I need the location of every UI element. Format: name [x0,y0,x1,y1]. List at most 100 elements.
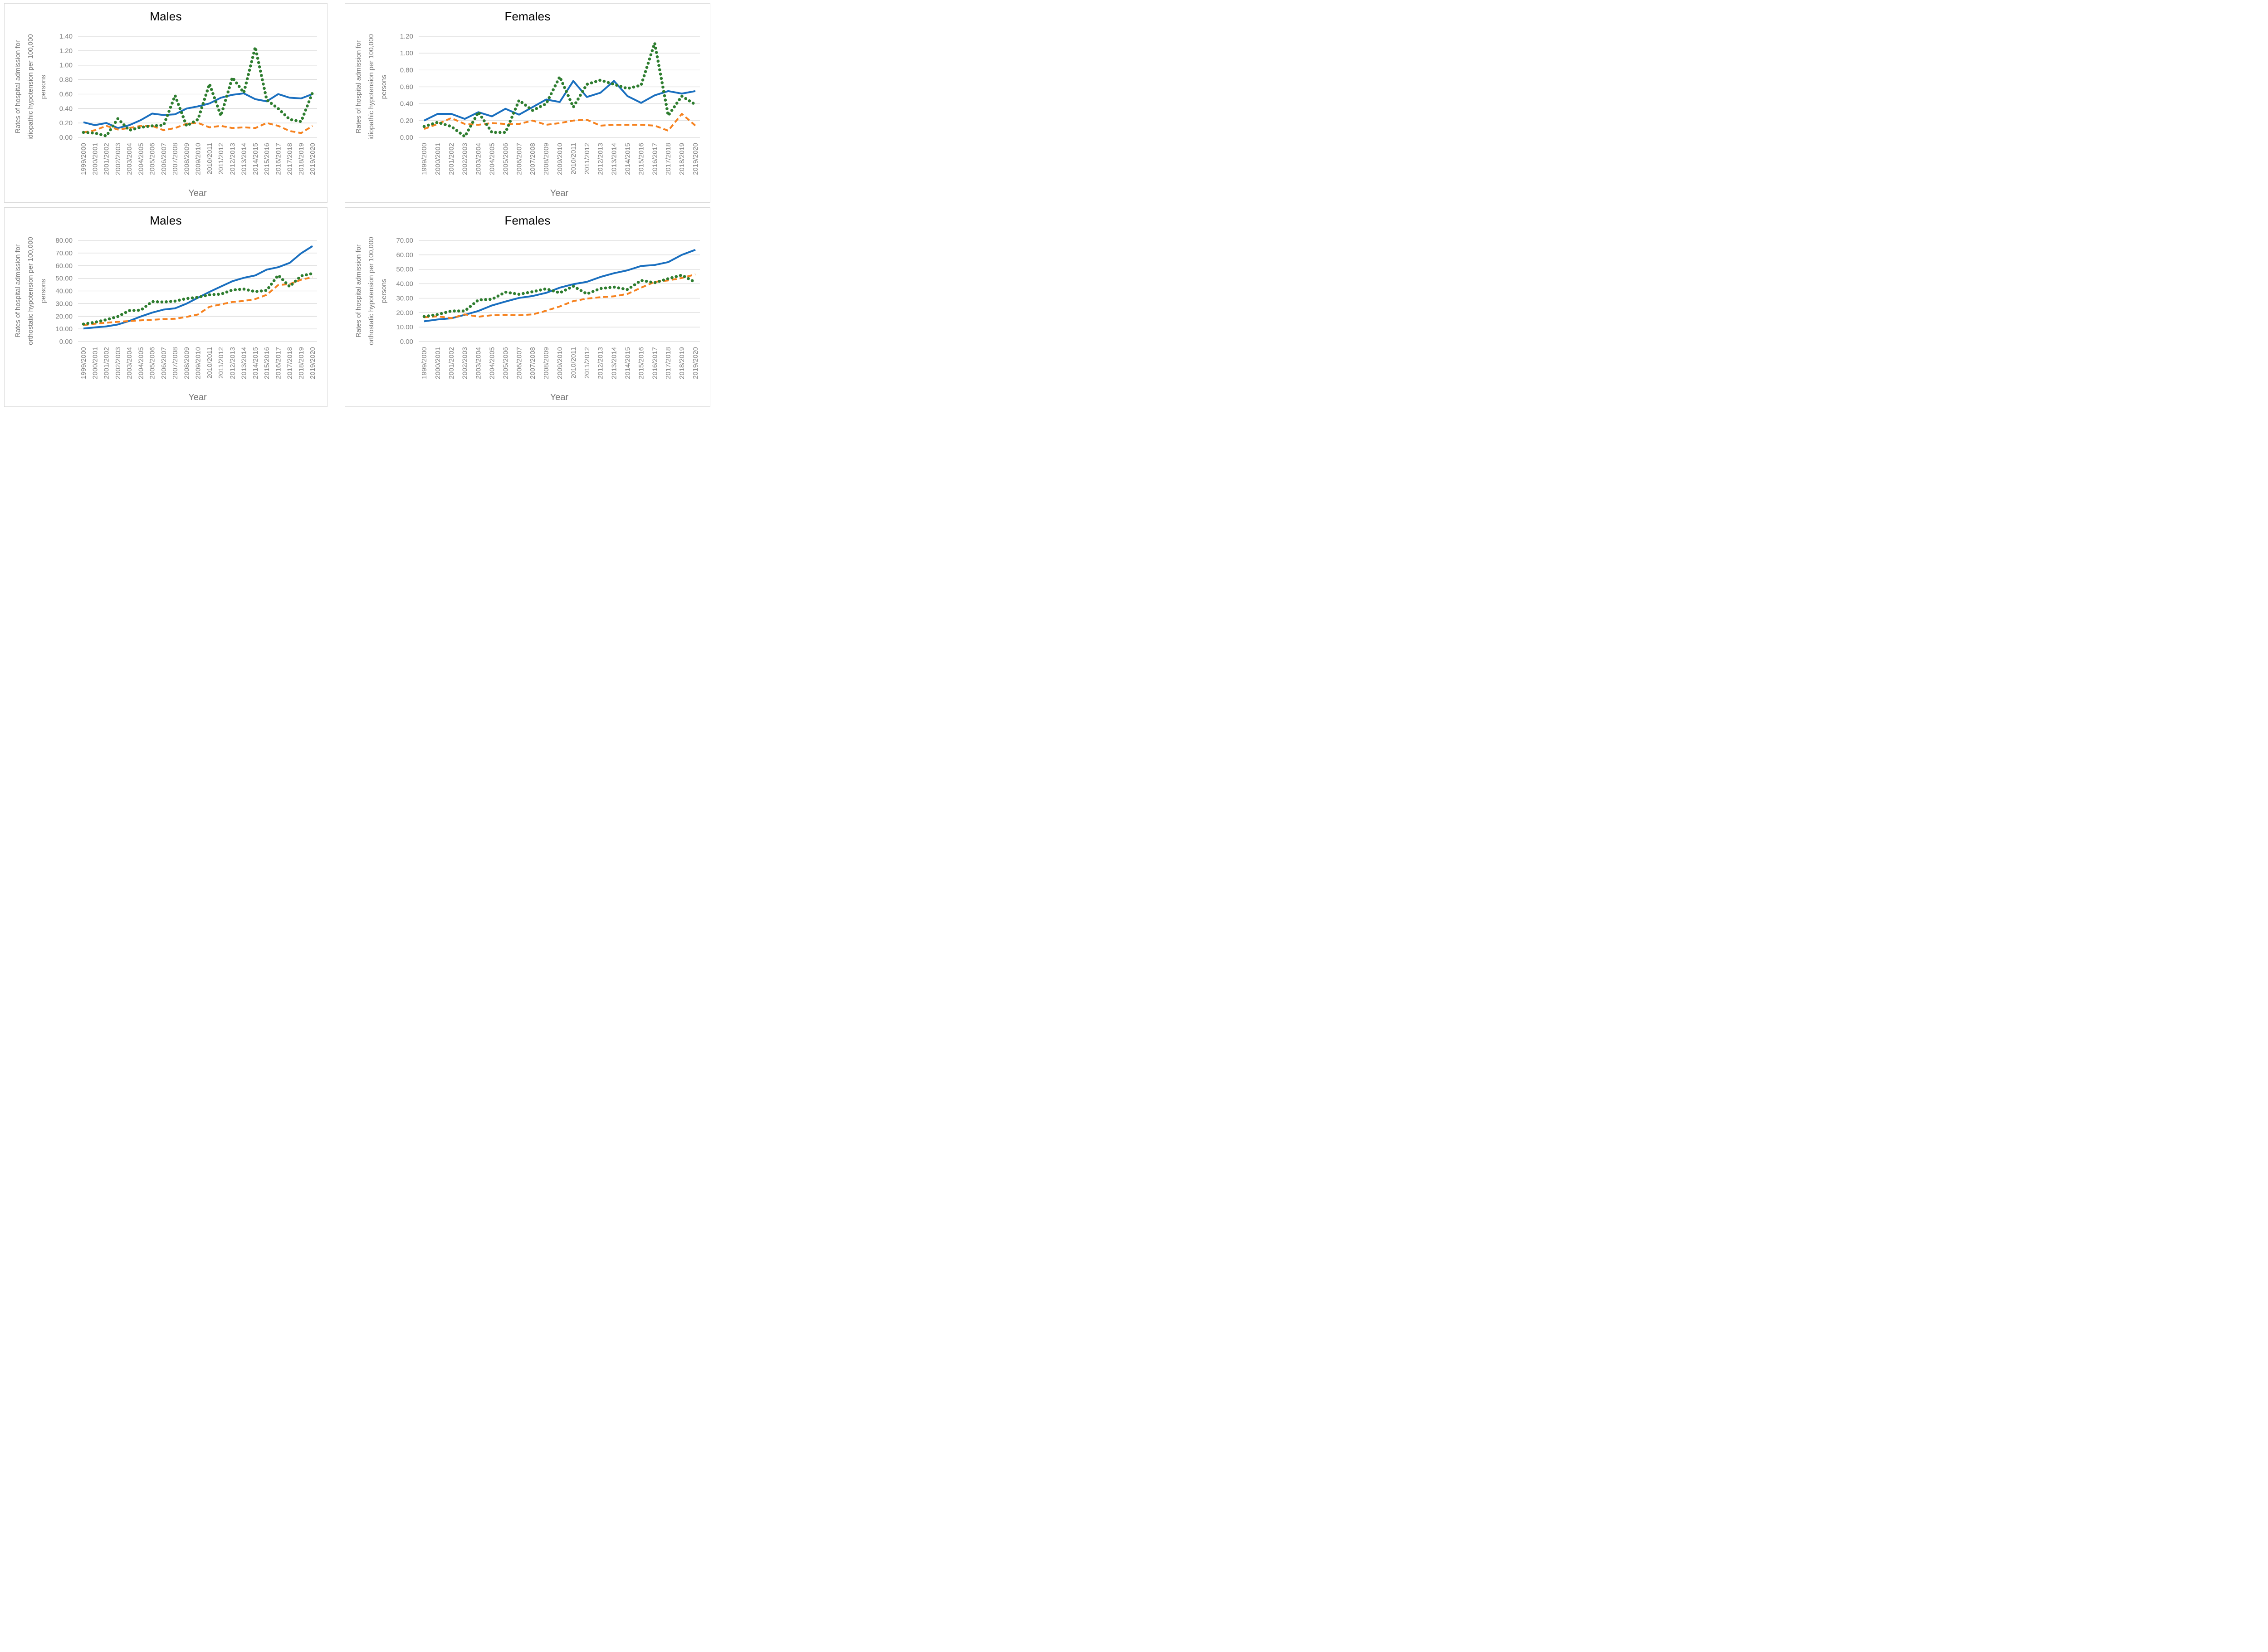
svg-text:2017/2018: 2017/2018 [665,143,672,175]
svg-text:2014/2015: 2014/2015 [252,347,259,379]
svg-text:2016/2017: 2016/2017 [274,347,282,379]
svg-text:2000/2001: 2000/2001 [434,143,442,175]
svg-text:1999/2000: 1999/2000 [80,143,88,175]
svg-text:2014/2015: 2014/2015 [252,143,259,175]
svg-text:2007/2008: 2007/2008 [171,347,179,379]
panel-females-orthostatic: 0.00 10.00 20.00 30.00 40.00 50.00 60.00 70.00 1… [345,207,710,407]
svg-text:2018/2019: 2018/2019 [298,347,305,379]
svg-text:2005/2006: 2005/2006 [149,143,156,175]
svg-text:2015/2016: 2015/2016 [637,143,645,175]
svg-text:2006/2007: 2006/2007 [515,347,523,379]
panel-males-orthostatic: 0.00 10.00 20.00 30.00 40.00 50.00 60.00 70.00 8… [4,207,327,407]
svg-text:2006/2007: 2006/2007 [160,347,168,379]
svg-text:2012/2013: 2012/2013 [229,347,236,379]
svg-text:0.60: 0.60 [400,83,413,91]
svg-text:80.00: 80.00 [55,237,73,244]
svg-text:persons: persons [380,75,388,99]
svg-text:0.00: 0.00 [400,338,413,346]
svg-text:idiopathic hypotension per 100: idiopathic hypotension per 100,000 [367,34,375,140]
svg-text:2015/2016: 2015/2016 [263,143,271,175]
svg-text:idiopathic hypotension per 100: idiopathic hypotension per 100,000 [27,34,34,140]
svg-text:10.00: 10.00 [396,323,413,331]
svg-text:2011/2012: 2011/2012 [217,143,225,175]
svg-text:2016/2017: 2016/2017 [651,347,659,379]
svg-text:2010/2011: 2010/2011 [570,143,577,175]
svg-text:2019/2020: 2019/2020 [309,347,317,379]
svg-text:2013/2014: 2013/2014 [611,143,618,175]
svg-text:0.00: 0.00 [400,134,413,142]
svg-text:2005/2006: 2005/2006 [502,143,509,175]
svg-text:2007/2008: 2007/2008 [529,347,537,379]
svg-text:0.00: 0.00 [59,134,73,142]
svg-text:2006/2007: 2006/2007 [160,143,168,175]
svg-text:2011/2012: 2011/2012 [217,347,225,379]
svg-text:2000/2001: 2000/2001 [91,347,99,379]
svg-text:2016/2017: 2016/2017 [274,143,282,175]
chart-title: Females [504,10,551,23]
svg-text:2002/2003: 2002/2003 [461,347,469,379]
panel-females-idiopathic: 0.00 0.20 0.40 0.60 0.80 1.00 1.20 1999/2000 200… [345,3,710,203]
svg-text:Year: Year [550,392,569,402]
svg-text:2000/2001: 2000/2001 [434,347,442,379]
svg-text:2013/2014: 2013/2014 [240,347,248,379]
panel-males-idiopathic: 0.00 0.20 0.40 0.60 0.80 1.00 1.20 1.40 1999/200… [4,3,327,203]
svg-text:2006/2007: 2006/2007 [515,143,523,175]
svg-text:2008/2009: 2008/2009 [183,347,191,379]
svg-text:2009/2010: 2009/2010 [195,143,202,175]
svg-text:2017/2018: 2017/2018 [286,347,294,379]
svg-text:2013/2014: 2013/2014 [611,347,618,379]
svg-text:2016/2017: 2016/2017 [651,143,659,175]
svg-text:2001/2002: 2001/2002 [103,143,111,175]
svg-text:2014/2015: 2014/2015 [624,143,632,175]
svg-text:0.60: 0.60 [59,90,73,98]
svg-text:persons: persons [380,279,388,303]
svg-text:persons: persons [39,75,47,99]
svg-text:40.00: 40.00 [55,288,73,295]
svg-text:20.00: 20.00 [396,309,413,317]
males-idiopathic-plot: 0.00 0.20 0.40 0.60 0.80 1.00 1.20 1.40 1999/200… [14,33,317,198]
svg-text:0.00: 0.00 [59,338,73,346]
svg-text:2008/2009: 2008/2009 [543,347,550,379]
svg-text:2009/2010: 2009/2010 [556,347,564,379]
chart-title: Males [150,214,182,227]
svg-text:2001/2002: 2001/2002 [448,143,455,175]
females-idiopathic-plot: 0.00 0.20 0.40 0.60 0.80 1.00 1.20 1999/2000 200… [355,33,700,198]
svg-text:2019/2020: 2019/2020 [692,143,699,175]
svg-text:Year: Year [550,188,569,198]
svg-text:2003/2004: 2003/2004 [475,347,483,379]
svg-text:20.00: 20.00 [55,313,73,320]
svg-text:70.00: 70.00 [396,237,413,244]
svg-text:60.00: 60.00 [55,262,73,270]
svg-text:0.80: 0.80 [400,66,413,74]
svg-text:2001/2002: 2001/2002 [103,347,111,379]
svg-text:2012/2013: 2012/2013 [229,143,236,175]
females-orthostatic-plot: 0.00 10.00 20.00 30.00 40.00 50.00 60.00 70.00 1… [355,237,700,402]
svg-text:2010/2011: 2010/2011 [206,143,214,175]
svg-text:Rates of hospital admission fo: Rates of hospital admission for [14,244,22,337]
males-orthostatic-plot: 0.00 10.00 20.00 30.00 40.00 50.00 60.00 70.00 8… [14,237,317,402]
svg-text:2012/2013: 2012/2013 [597,347,605,379]
svg-text:2015/2016: 2015/2016 [263,347,271,379]
svg-text:0.80: 0.80 [59,76,73,84]
svg-text:70.00: 70.00 [55,249,73,257]
svg-text:Year: Year [188,188,207,198]
svg-text:2001/2002: 2001/2002 [448,347,455,379]
figure-grid: 0.00 0.20 0.40 0.60 0.80 1.00 1.20 1.40 1999/200… [0,0,714,411]
svg-text:2002/2003: 2002/2003 [114,143,122,175]
svg-text:2004/2005: 2004/2005 [489,347,496,379]
svg-text:10.00: 10.00 [55,325,73,333]
svg-text:1.00: 1.00 [400,49,413,57]
svg-text:2017/2018: 2017/2018 [665,347,672,379]
svg-text:2018/2019: 2018/2019 [298,143,305,175]
chart-title: Females [504,214,551,227]
svg-text:2004/2005: 2004/2005 [137,347,145,379]
svg-text:2009/2010: 2009/2010 [195,347,202,379]
svg-text:persons: persons [39,279,47,303]
svg-text:60.00: 60.00 [396,251,413,259]
svg-text:2004/2005: 2004/2005 [489,143,496,175]
svg-text:1999/2000: 1999/2000 [80,347,88,379]
svg-text:1.20: 1.20 [59,47,73,55]
svg-text:2004/2005: 2004/2005 [137,143,145,175]
svg-text:1999/2000: 1999/2000 [420,347,428,379]
svg-text:2019/2020: 2019/2020 [309,143,317,175]
